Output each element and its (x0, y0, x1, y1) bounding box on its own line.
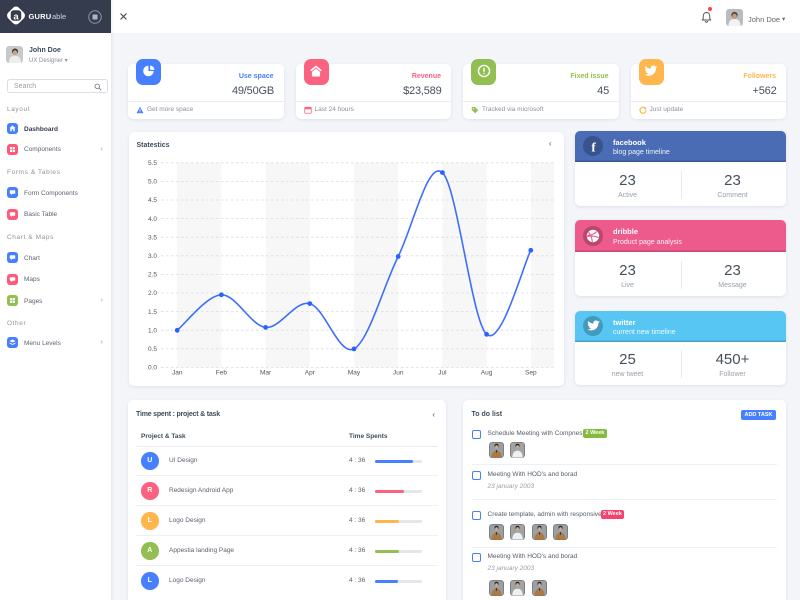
svg-text:1.0: 1.0 (147, 327, 156, 334)
svg-text:1.5: 1.5 (147, 308, 156, 315)
svg-text:3.0: 3.0 (147, 253, 156, 260)
svg-text:4.5: 4.5 (147, 197, 156, 204)
svg-text:Jan: Jan (171, 369, 182, 376)
svg-text:0.5: 0.5 (147, 346, 156, 353)
svg-text:2.0: 2.0 (147, 290, 156, 297)
svg-text:f: f (591, 140, 596, 155)
svg-text:a: a (13, 11, 19, 22)
svg-text:5.5: 5.5 (147, 160, 156, 167)
svg-text:Jun: Jun (392, 369, 403, 376)
svg-text:Sep: Sep (525, 369, 537, 376)
svg-text:Feb: Feb (215, 369, 227, 376)
svg-text:May: May (347, 369, 360, 376)
svg-text:Apr: Apr (304, 369, 315, 376)
svg-text:Mar: Mar (259, 369, 271, 376)
svg-text:3.5: 3.5 (147, 234, 156, 241)
svg-text:4.0: 4.0 (147, 215, 156, 222)
svg-text:Jul: Jul (438, 369, 447, 376)
svg-text:Aug: Aug (480, 369, 492, 376)
svg-text:2.5: 2.5 (147, 271, 156, 278)
svg-text:0.0: 0.0 (147, 364, 156, 371)
svg-text:5.0: 5.0 (147, 178, 156, 185)
